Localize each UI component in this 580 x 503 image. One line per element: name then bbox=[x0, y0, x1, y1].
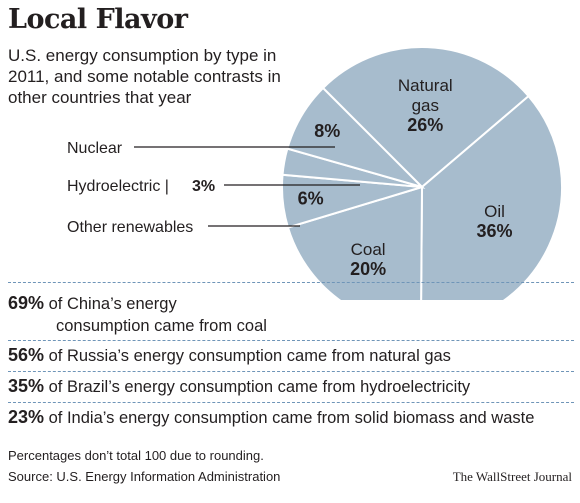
slice-value-other-renewables: 6% bbox=[298, 189, 324, 209]
divider bbox=[8, 371, 574, 372]
slice-label-natural-gas: Natural bbox=[398, 76, 453, 95]
fact-china-text: of China’s energy bbox=[44, 295, 177, 313]
chart-subtitle: U.S. energy consumption by type in 2011,… bbox=[8, 46, 281, 107]
divider bbox=[8, 282, 574, 283]
pie-slice-nuclear bbox=[286, 86, 426, 190]
slice-value-oil: 36% bbox=[476, 221, 512, 241]
publisher-credit: The WallStreet Journal bbox=[452, 469, 572, 484]
callout-nuclear: Nuclear bbox=[67, 140, 123, 157]
slice-label-oil: Oil bbox=[484, 202, 505, 221]
slice-label-natural-gas: gas bbox=[412, 96, 439, 115]
fact-india: 23% of India’s energy consumption came f… bbox=[8, 406, 568, 429]
fact-russia-pct: 56% bbox=[8, 345, 45, 365]
fact-india-pct: 23% bbox=[8, 407, 45, 427]
pie-slice-natural-gas bbox=[321, 46, 530, 189]
pie-slice-oil bbox=[420, 94, 563, 300]
callout-other-renewables: Other renewables bbox=[67, 219, 193, 236]
callout-hydroelectric-value: 3% bbox=[192, 178, 215, 195]
pie-slice-coal bbox=[286, 185, 424, 300]
divider bbox=[8, 402, 574, 403]
fact-brazil: 35% of Brazil’s energy consumption came … bbox=[8, 375, 568, 398]
slice-label-coal: Coal bbox=[351, 240, 386, 259]
callout-hydroelectric: Hydroelectric | bbox=[67, 178, 169, 195]
fact-china-text-2: consumption came from coal bbox=[56, 317, 267, 335]
fact-russia-text: of Russia’s energy consumption came from… bbox=[44, 347, 451, 365]
source-note: Source: U.S. Energy Information Administ… bbox=[8, 469, 281, 484]
fact-brazil-pct: 35% bbox=[8, 376, 45, 396]
fact-china: 69% of China’s energy consumption came f… bbox=[8, 292, 568, 337]
fact-china-pct: 69% bbox=[8, 293, 45, 313]
slice-value-nuclear: 8% bbox=[314, 121, 340, 141]
chart-title: Local Flavor bbox=[8, 4, 188, 35]
slice-value-natural-gas: 26% bbox=[407, 115, 443, 135]
fact-india-text: of India’s energy consumption came from … bbox=[44, 409, 535, 427]
slice-value-coal: 20% bbox=[350, 259, 386, 279]
fact-russia: 56% of Russia’s energy consumption came … bbox=[8, 344, 568, 367]
footnote: Percentages don’t total 100 due to round… bbox=[8, 448, 264, 463]
divider bbox=[8, 340, 574, 341]
fact-brazil-text: of Brazil’s energy consumption came from… bbox=[44, 378, 471, 396]
